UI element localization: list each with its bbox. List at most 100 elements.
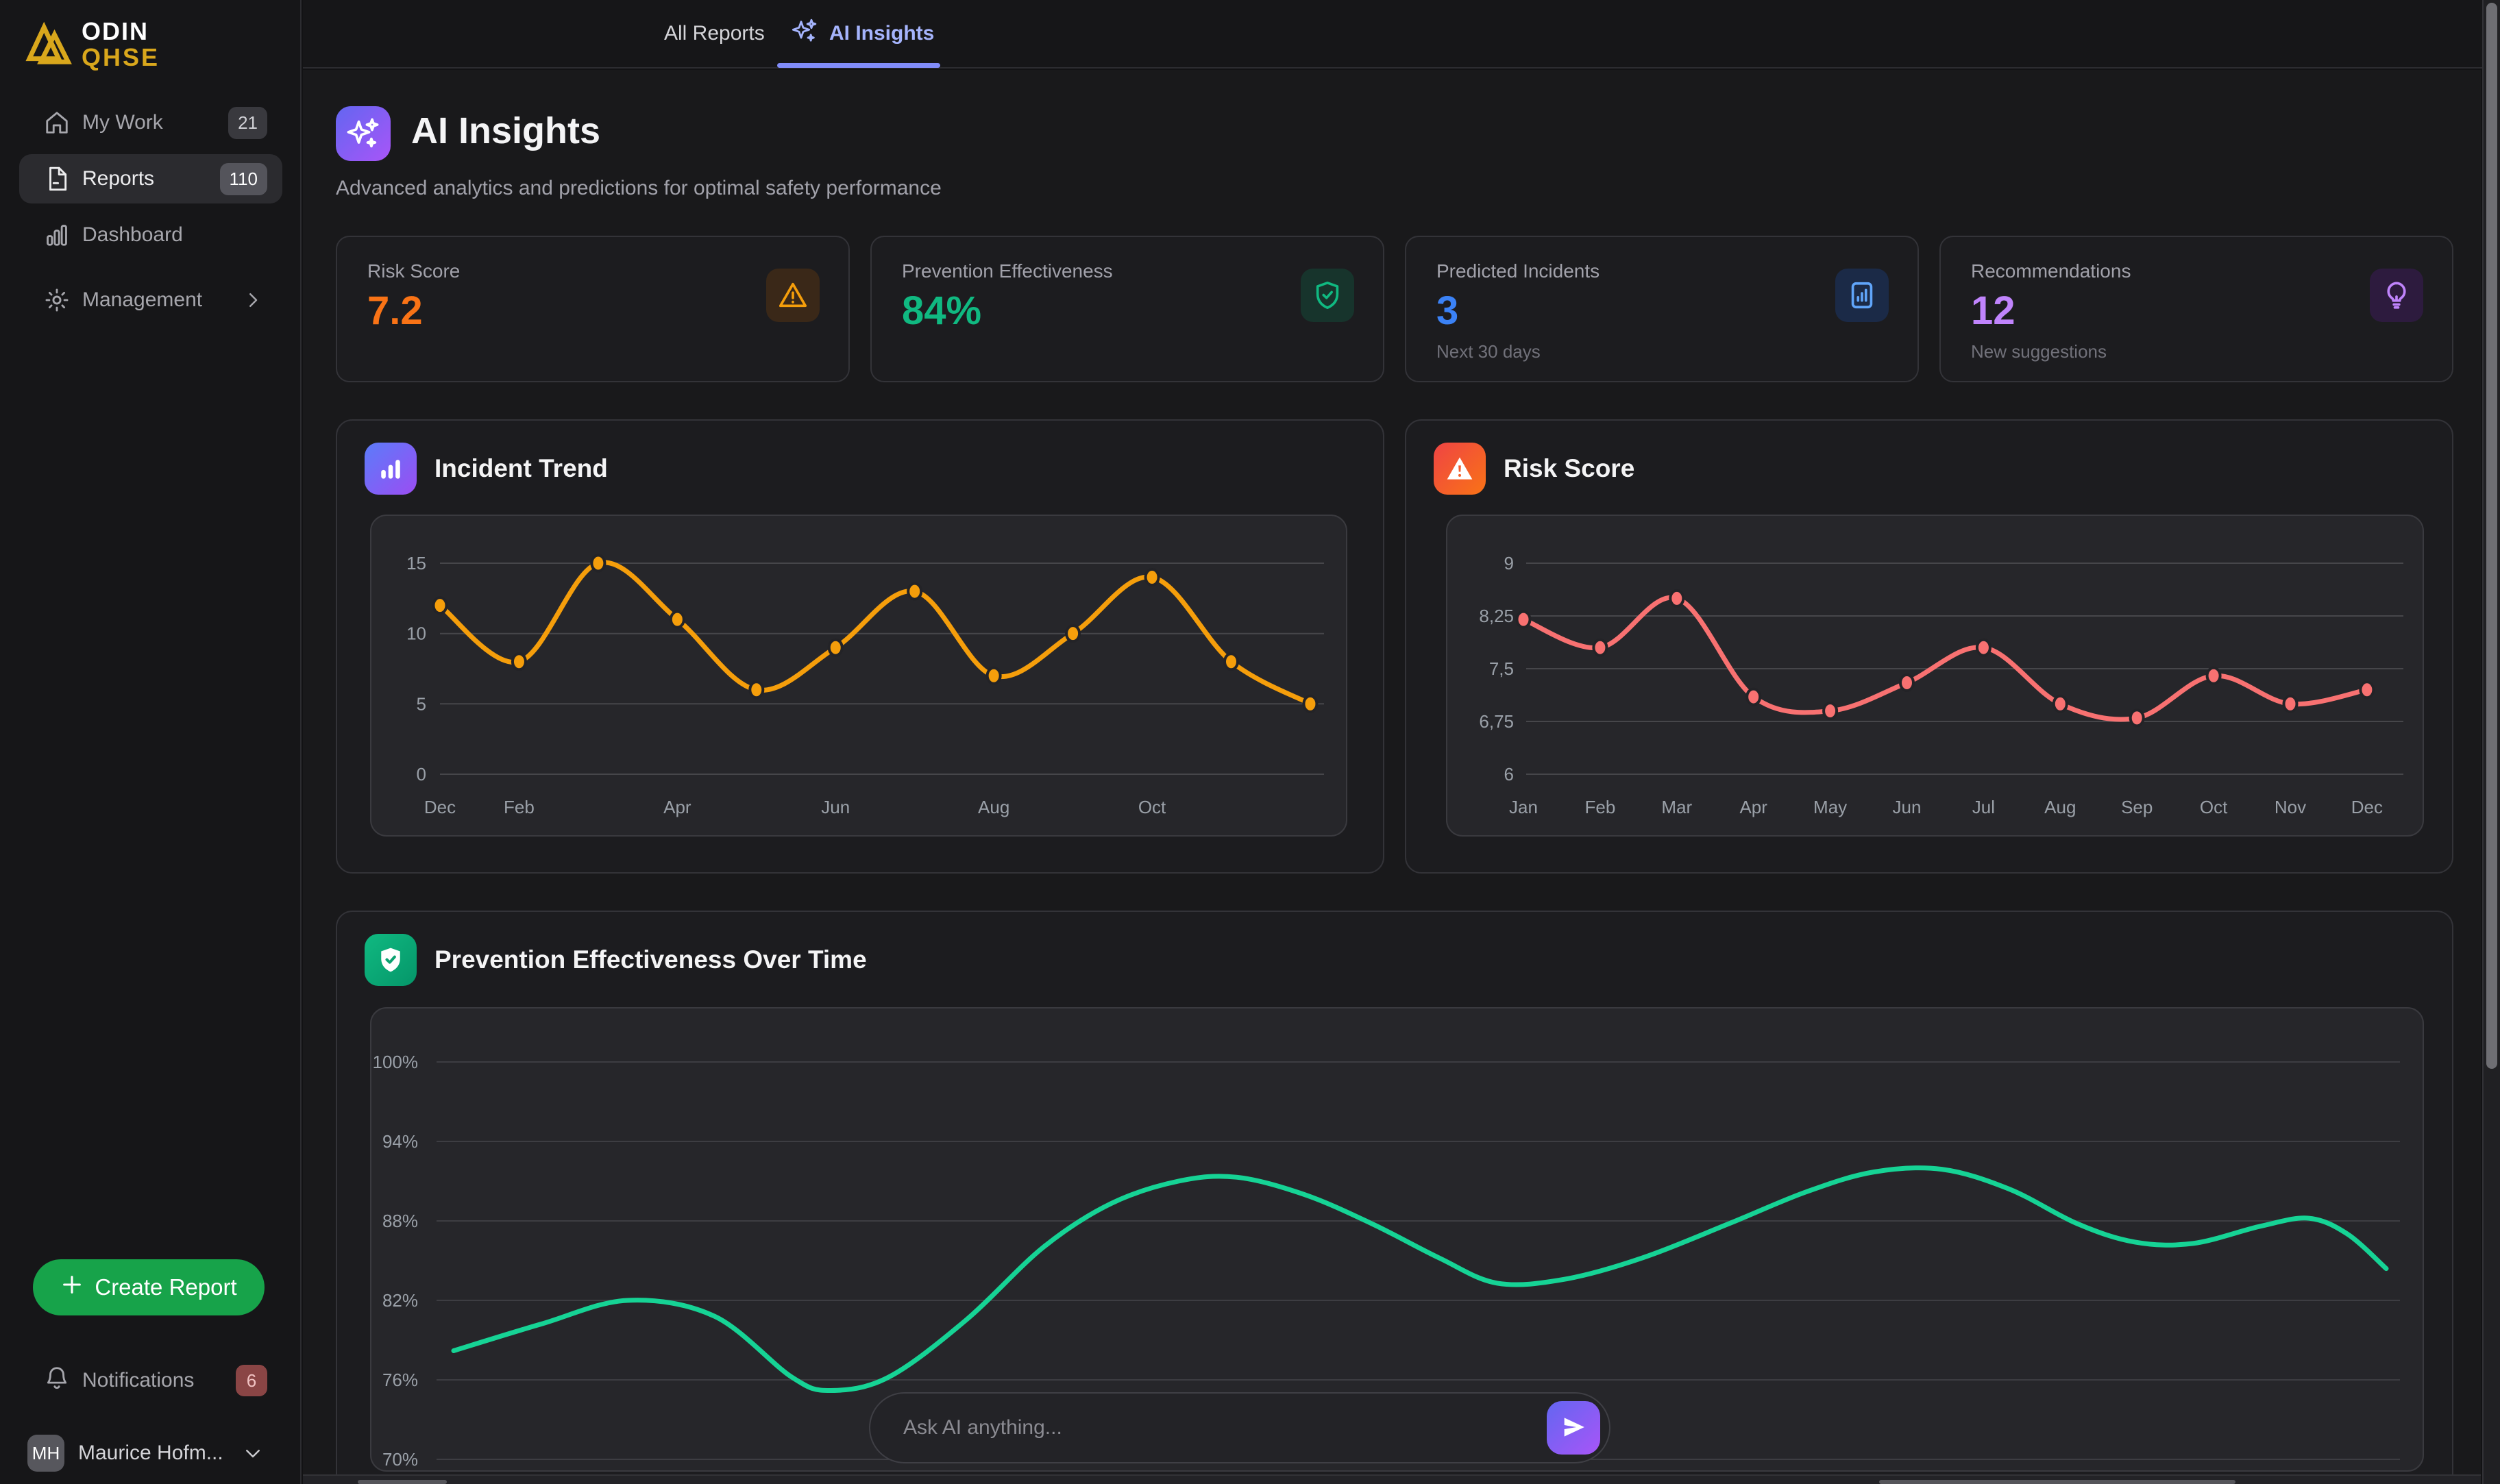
svg-text:Aug: Aug [2044, 797, 2076, 817]
stat-card-prevention-effectiveness: Prevention Effectiveness 84% [870, 236, 1384, 382]
stat-value: 7.2 [367, 288, 423, 333]
create-report-label: Create Report [95, 1274, 237, 1300]
chart-title: Prevention Effectiveness Over Time [434, 945, 867, 974]
ask-ai-bar [869, 1392, 1610, 1463]
stat-label: Risk Score [367, 260, 461, 282]
svg-text:Apr: Apr [663, 797, 691, 817]
svg-text:70%: 70% [382, 1449, 418, 1470]
svg-text:Jan: Jan [1509, 797, 1538, 817]
svg-text:Jun: Jun [1893, 797, 1922, 817]
svg-text:Oct: Oct [2200, 797, 2228, 817]
sidebar-item-my-work[interactable]: My Work 21 [19, 98, 282, 147]
notifications-label: Notifications [82, 1369, 195, 1392]
svg-text:10: 10 [406, 623, 426, 644]
chevron-right-icon [243, 290, 263, 310]
svg-text:100%: 100% [373, 1052, 419, 1072]
svg-text:5: 5 [417, 693, 426, 714]
tab-ai-insights[interactable]: AI Insights [791, 0, 934, 67]
tab-all-reports[interactable]: All Reports [664, 0, 765, 67]
chart-panel-icon [1835, 269, 1889, 322]
svg-text:Aug: Aug [978, 797, 1009, 817]
shield-check-chip-icon [365, 934, 417, 986]
svg-text:Jun: Jun [821, 797, 850, 817]
brand-name-top: ODIN [82, 16, 149, 45]
send-icon [1560, 1413, 1587, 1443]
svg-text:0: 0 [417, 764, 426, 784]
scrollbar-track[interactable] [2482, 0, 2500, 1484]
ask-ai-input[interactable] [902, 1415, 1547, 1440]
plus-icon [60, 1273, 84, 1302]
svg-text:15: 15 [406, 553, 426, 573]
page-title: AI Insights [411, 110, 601, 151]
stat-sublabel: New suggestions [1971, 341, 2107, 362]
send-button[interactable] [1547, 1401, 1600, 1455]
bell-icon [44, 1365, 70, 1396]
svg-text:9: 9 [1504, 553, 1514, 573]
svg-text:Mar: Mar [1661, 797, 1692, 817]
svg-text:88%: 88% [382, 1211, 418, 1231]
svg-text:6,75: 6,75 [1479, 711, 1514, 732]
document-icon [44, 166, 70, 192]
sidebar-item-reports[interactable]: Reports 110 [19, 154, 282, 203]
app-logo: ODIN QHSE [16, 14, 160, 75]
page-subtitle: Advanced analytics and predictions for o… [336, 177, 942, 199]
svg-text:94%: 94% [382, 1131, 418, 1152]
stat-value: 3 [1436, 288, 1459, 333]
scrollbar-thumb[interactable] [2486, 3, 2497, 1069]
stat-value: 12 [1971, 288, 2015, 333]
create-report-button[interactable]: Create Report [33, 1259, 265, 1315]
reports-count-badge: 110 [219, 162, 267, 195]
alert-triangle-chip-icon [1434, 443, 1486, 495]
cutoff-fragment [358, 1480, 447, 1484]
brand-name-bottom: QHSE [82, 42, 160, 71]
my-work-count-badge: 21 [228, 106, 267, 139]
avatar: MH [27, 1435, 64, 1472]
cutoff-fragment [1879, 1480, 2235, 1484]
stat-label: Predicted Incidents [1436, 260, 1600, 282]
home-icon [44, 110, 70, 136]
sidebar-item-management[interactable]: Management [19, 275, 282, 325]
svg-text:82%: 82% [382, 1290, 418, 1311]
stat-card-recommendations: Recommendations 12 New suggestions [1939, 236, 2453, 382]
odin-triangles-logo-icon [16, 14, 73, 75]
stat-label: Prevention Effectiveness [902, 260, 1113, 282]
notifications-item[interactable]: Notifications 6 [19, 1357, 282, 1405]
stat-card-risk-score: Risk Score 7.2 [336, 236, 850, 382]
risk-score-chart: 9 8,25 7,5 6,75 6 Jan Feb Mar Apr May Jun Jul Aug Sep… [1446, 515, 2424, 837]
chart-title: Risk Score [1504, 454, 1635, 482]
stat-value: 84% [902, 288, 982, 333]
chevron-down-icon [243, 1443, 263, 1463]
lightbulb-icon [2370, 269, 2423, 322]
svg-text:Dec: Dec [424, 797, 456, 817]
ai-insights-header-icon [336, 106, 391, 161]
svg-text:7,5: 7,5 [1489, 658, 1514, 679]
svg-text:8,25: 8,25 [1479, 606, 1514, 626]
svg-text:May: May [1813, 797, 1847, 817]
sidebar-item-label: Dashboard [82, 223, 183, 246]
sidebar-item-label: Management [82, 288, 203, 311]
svg-text:Feb: Feb [504, 797, 535, 817]
warning-triangle-icon [766, 269, 820, 322]
svg-text:Apr: Apr [1739, 797, 1767, 817]
bar-chart-chip-icon [365, 443, 417, 495]
bar-chart-icon [44, 222, 70, 248]
svg-text:76%: 76% [382, 1370, 418, 1390]
active-tab-indicator [777, 63, 940, 68]
svg-text:Nov: Nov [2275, 797, 2306, 817]
sidebar: ODIN QHSE My Work 21 Reports 110 [0, 0, 302, 1484]
stat-label: Recommendations [1971, 260, 2131, 282]
sidebar-item-label: My Work [82, 111, 163, 134]
stat-card-predicted-incidents: Predicted Incidents 3 Next 30 days [1405, 236, 1919, 382]
chart-title: Incident Trend [434, 454, 608, 482]
sidebar-item-label: Reports [82, 167, 155, 190]
sidebar-item-dashboard[interactable]: Dashboard [19, 210, 282, 260]
gear-icon [44, 287, 70, 313]
tab-ai-insights-label: AI Insights [829, 22, 935, 45]
notifications-count-badge: 6 [236, 1365, 267, 1396]
user-menu[interactable]: MH Maurice Hofm... [19, 1429, 282, 1477]
svg-text:Jul: Jul [1972, 797, 1995, 817]
shield-check-icon [1301, 269, 1354, 322]
reports-tab-bar: All Reports AI Insights [303, 0, 2500, 69]
svg-text:Sep: Sep [2121, 797, 2153, 817]
svg-text:Feb: Feb [1584, 797, 1615, 817]
